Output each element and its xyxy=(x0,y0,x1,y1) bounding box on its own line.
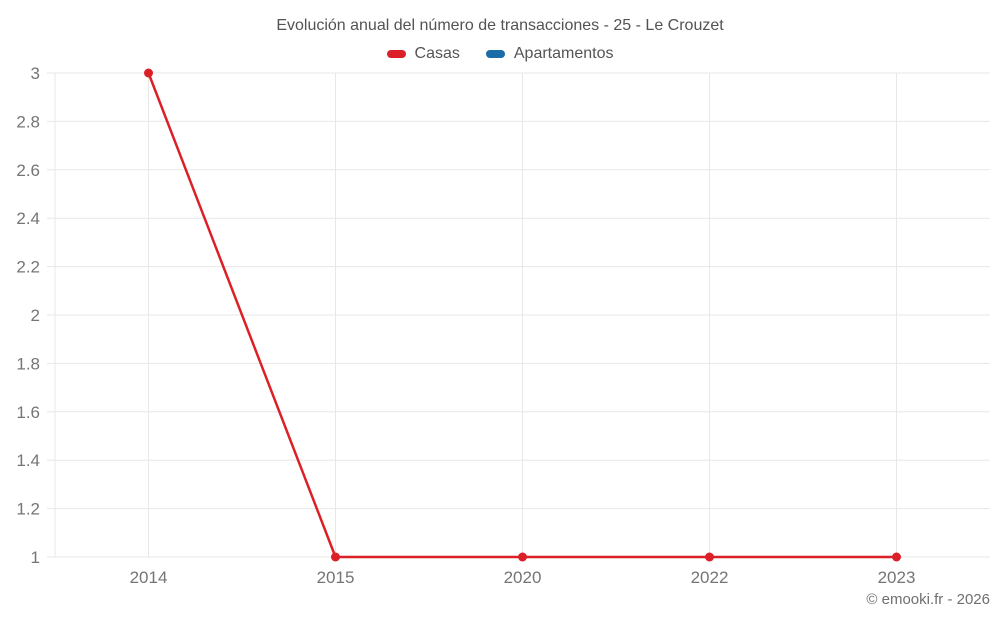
y-axis-tick-label: 1.8 xyxy=(16,354,40,373)
legend-item-apartamentos[interactable]: Apartamentos xyxy=(485,45,614,63)
casas-swatch-icon xyxy=(386,50,406,58)
y-axis-tick-label: 2.4 xyxy=(16,209,40,228)
chart-title: Evolución anual del número de transaccio… xyxy=(276,17,724,34)
y-axis-tick-label: 2.8 xyxy=(16,112,40,131)
y-axis-tick-label: 1.2 xyxy=(16,500,40,519)
apartamentos-swatch-icon xyxy=(485,50,505,58)
y-axis-tick-label: 1.6 xyxy=(16,403,40,422)
x-axis-tick-label: 2014 xyxy=(130,568,168,587)
y-axis-tick-label: 2.2 xyxy=(16,258,40,277)
y-axis-tick-label: 1.4 xyxy=(16,451,40,470)
x-axis-tick-label: 2022 xyxy=(691,568,729,587)
data-point-casas[interactable] xyxy=(518,552,527,562)
data-point-casas[interactable] xyxy=(331,552,340,562)
legend-item-casas[interactable]: Casas xyxy=(386,45,460,63)
chart-legend: Casas Apartamentos xyxy=(0,45,1000,63)
data-point-casas[interactable] xyxy=(892,552,901,562)
data-point-casas[interactable] xyxy=(144,68,153,78)
y-axis-tick-label: 1 xyxy=(31,548,40,567)
x-axis-tick-label: 2015 xyxy=(317,568,355,587)
x-axis-tick-label: 2023 xyxy=(878,568,916,587)
footer-credit: © emooki.fr - 2026 xyxy=(866,591,990,608)
y-axis-tick-label: 3 xyxy=(31,64,40,83)
legend-label-apartamentos: Apartamentos xyxy=(513,45,614,62)
x-axis-tick-label: 2020 xyxy=(504,568,542,587)
data-point-casas[interactable] xyxy=(705,552,714,562)
y-axis-tick-label: 2 xyxy=(31,306,40,325)
legend-label-casas: Casas xyxy=(414,45,460,62)
y-axis-tick-label: 2.6 xyxy=(16,161,40,180)
